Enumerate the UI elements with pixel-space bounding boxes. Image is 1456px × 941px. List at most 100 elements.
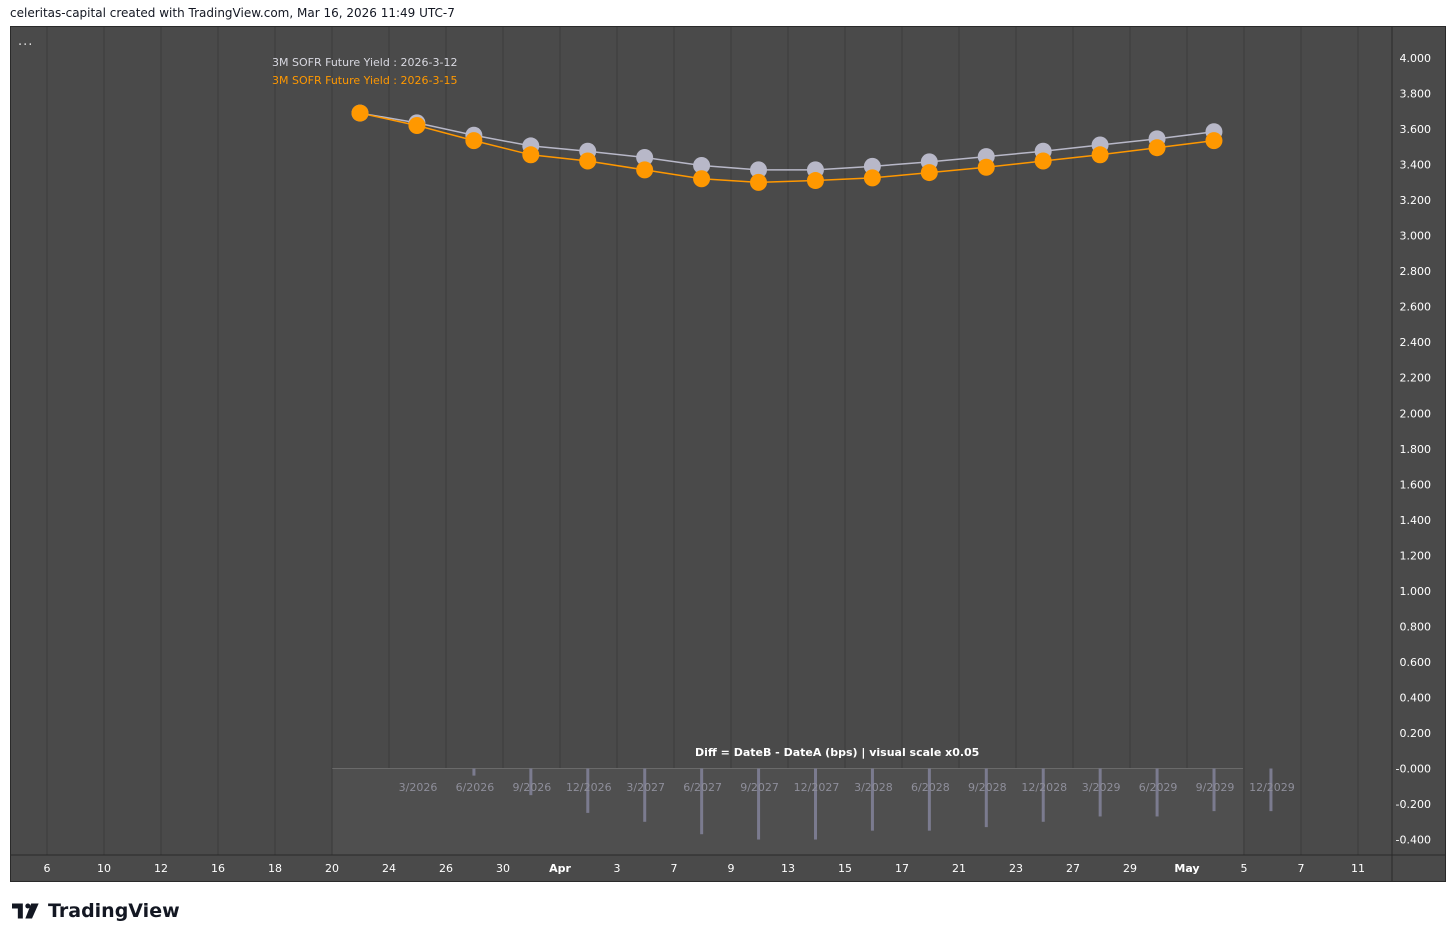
diff-bar	[927, 768, 931, 831]
series-b-point	[351, 104, 369, 122]
x-tick-label: 17	[895, 862, 909, 875]
diff-bar	[643, 768, 647, 822]
diff-panel: 3/2026 6/2026 9/2026 12/2026 3/2027 6/2027 9/2…	[331, 768, 1295, 855]
diff-bar	[1212, 768, 1216, 812]
diff-bar	[1155, 768, 1159, 817]
y-tick-label: 0.800	[1400, 620, 1432, 633]
series-b-point	[1148, 139, 1166, 157]
series-b-point	[806, 172, 824, 190]
tradingview-logo-icon	[12, 903, 39, 919]
series-a-point	[750, 161, 768, 179]
x-tick-label: 27	[1066, 862, 1080, 875]
diff-bar	[1269, 768, 1273, 812]
y-tick-label: 3.600	[1400, 123, 1432, 136]
y-tick-label: 3.200	[1400, 194, 1432, 207]
y-tick-label: 3.800	[1400, 88, 1432, 101]
diff-bar	[472, 768, 476, 776]
x-tick-label: 15	[838, 862, 852, 875]
contract-label: 6/2029	[1139, 781, 1178, 794]
series-b-point	[636, 161, 654, 179]
series-b-point	[465, 132, 483, 150]
y-tick-label: 1.400	[1400, 514, 1432, 527]
x-tick-label: Apr	[549, 862, 571, 875]
y-tick-label: 1.800	[1400, 443, 1432, 456]
diff-bar	[757, 768, 761, 840]
chart-pane[interactable]	[10, 26, 1446, 882]
series-a-point	[693, 156, 711, 174]
x-tick-label: 7	[1298, 862, 1305, 875]
series-b-point	[693, 170, 711, 188]
y-tick-label: 2.400	[1400, 336, 1432, 349]
contract-label: 9/2026	[513, 781, 552, 794]
x-tick-label: 20	[325, 862, 339, 875]
tradingview-logo-text: TradingView	[48, 900, 180, 922]
series-b-point	[750, 173, 768, 191]
attribution-header: celeritas-capital created with TradingVi…	[10, 6, 455, 20]
y-tick-label: 2.000	[1400, 407, 1432, 420]
diff-bar	[984, 768, 988, 828]
diff-bar	[1041, 768, 1045, 822]
diff-bar	[529, 768, 533, 796]
contract-label: 12/2029	[1249, 781, 1295, 794]
y-tick-label: 1.000	[1400, 585, 1432, 598]
y-tick-label: -0.000	[1396, 763, 1431, 776]
y-tick-label: 2.800	[1400, 265, 1432, 278]
diff-bar	[700, 768, 704, 835]
diff-bar	[814, 768, 818, 840]
x-tick-label: 16	[211, 862, 225, 875]
x-tick-label: 26	[439, 862, 453, 875]
contract-label: 3/2026	[399, 781, 438, 794]
y-tick-label: 2.200	[1400, 372, 1432, 385]
series-b-point	[579, 152, 597, 170]
x-tick-label: 23	[1009, 862, 1023, 875]
series-b-point	[977, 158, 995, 176]
series-b-point	[1091, 146, 1109, 164]
contract-label: 3/2029	[1082, 781, 1121, 794]
series-b-point	[1034, 152, 1052, 170]
contract-label: 3/2028	[854, 781, 893, 794]
x-tick-label: 3	[614, 862, 621, 875]
x-tick-label: 10	[97, 862, 111, 875]
diff-bar	[870, 768, 874, 831]
y-tick-label: 2.600	[1400, 301, 1432, 314]
series-a-line	[359, 112, 1215, 171]
x-tick-label: 9	[728, 862, 735, 875]
y-tick-label: 0.400	[1400, 691, 1432, 704]
x-tick-label: 11	[1351, 862, 1365, 875]
contract-label: 3/2027	[626, 781, 665, 794]
series-b-point	[1205, 132, 1223, 150]
x-tick-label: 18	[268, 862, 282, 875]
x-tick-label: 29	[1123, 862, 1137, 875]
diff-bar	[586, 768, 590, 813]
contract-label: 9/2028	[968, 781, 1007, 794]
contract-label: 12/2028	[1021, 781, 1067, 794]
y-tick-label: 1.600	[1400, 478, 1432, 491]
y-tick-label: 1.200	[1400, 549, 1432, 562]
x-tick-label: 21	[952, 862, 966, 875]
diff-panel-title: Diff = DateB - DateA (bps) | visual scal…	[695, 746, 980, 759]
x-tick-label: 13	[781, 862, 795, 875]
time-axis: 6 10 12 16 18 20 24 26 30 Apr 3 7 9 13 15 17 21 23 27 29 May…	[10, 854, 1446, 875]
legend-series-b[interactable]: 3M SOFR Future Yield : 2026-3-15	[272, 74, 458, 87]
x-tick-label: 30	[496, 862, 510, 875]
price-axis: 4.000 3.800 3.600 3.400 3.200 3.000 2.800 2.600…	[1391, 27, 1432, 881]
contract-label: 12/2026	[566, 781, 612, 794]
series-layer	[351, 104, 1223, 191]
legend-series-a[interactable]: 3M SOFR Future Yield : 2026-3-12	[272, 56, 458, 69]
x-tick-label: 5	[1241, 862, 1248, 875]
diff-bar	[1098, 768, 1102, 817]
more-menu-button[interactable]: ...	[18, 34, 34, 49]
x-tick-label: May	[1174, 862, 1199, 875]
contract-label: 12/2027	[794, 781, 840, 794]
series-b-line	[359, 112, 1215, 184]
contract-label: 6/2027	[683, 781, 722, 794]
series-a-point	[636, 148, 654, 166]
contract-label: 6/2026	[456, 781, 495, 794]
series-b-point	[522, 146, 540, 164]
tradingview-logo[interactable]: TradingView	[12, 900, 180, 922]
x-tick-label: 12	[154, 862, 168, 875]
contract-label: 9/2027	[740, 781, 779, 794]
x-tick-label: 7	[671, 862, 678, 875]
diff-panel-bg	[332, 768, 1243, 855]
